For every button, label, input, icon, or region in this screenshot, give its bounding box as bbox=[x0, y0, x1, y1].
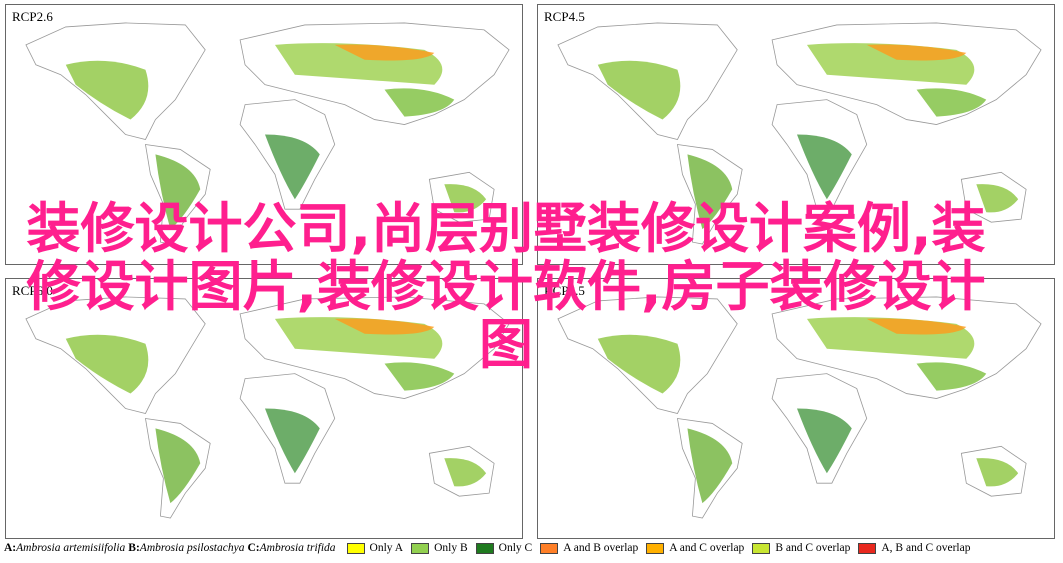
species-key: C: bbox=[247, 542, 260, 554]
legend-label: Only A bbox=[369, 542, 404, 554]
panel-label: RCP8.5 bbox=[544, 283, 585, 298]
species-key: B: bbox=[128, 542, 140, 554]
panel-label: RCP6.0 bbox=[12, 283, 53, 298]
legend: A:Ambrosia artemisiifolia B:Ambrosia psil… bbox=[4, 542, 1063, 554]
legend-label: A and C overlap bbox=[669, 542, 745, 554]
map-panel: RCP2.6 bbox=[5, 4, 523, 265]
swatch bbox=[858, 542, 877, 554]
legend-item: B and C overlap bbox=[752, 542, 850, 554]
panel-label: RCP4.5 bbox=[544, 9, 585, 24]
species: C:Ambrosia trifida bbox=[247, 542, 338, 554]
legend-label: B and C overlap bbox=[775, 542, 851, 554]
map-panel: RCP6.0 bbox=[5, 278, 523, 539]
legend-label: Only C bbox=[498, 542, 533, 554]
species-name: Ambrosia artemisiifolia bbox=[16, 542, 126, 554]
swatch bbox=[752, 542, 771, 554]
species: B:Ambrosia psilostachya bbox=[128, 542, 247, 554]
legend-item: Only B bbox=[411, 542, 468, 554]
swatch bbox=[475, 542, 494, 554]
panel-label: RCP2.6 bbox=[12, 9, 53, 24]
species-name: Ambrosia trifida bbox=[259, 542, 336, 554]
swatch bbox=[346, 542, 365, 554]
legend-item: Only A bbox=[346, 542, 404, 554]
species: A:Ambrosia artemisiifolia bbox=[4, 542, 128, 554]
map-panel: RCP8.5 bbox=[537, 278, 1055, 539]
species-key: A: bbox=[4, 542, 17, 554]
legend-label: A and B overlap bbox=[563, 542, 639, 554]
legend-item: A, B and C overlap bbox=[858, 542, 970, 554]
swatch bbox=[646, 542, 665, 554]
legend-item: A and B overlap bbox=[540, 542, 638, 554]
legend-item: A and C overlap bbox=[646, 542, 744, 554]
legend-label: A, B and C overlap bbox=[881, 542, 971, 554]
swatch bbox=[411, 542, 430, 554]
swatch bbox=[540, 542, 559, 554]
species-name: Ambrosia psilostachya bbox=[139, 542, 245, 554]
overlay-title: 装修设计公司,尚层别墅装修设计案例,装修设计图片,装修设计软件,房子装修设计图 bbox=[26, 197, 986, 376]
legend-label: Only B bbox=[434, 542, 468, 554]
map-panel: RCP4.5 bbox=[537, 4, 1055, 265]
legend-item: Only C bbox=[475, 542, 533, 554]
